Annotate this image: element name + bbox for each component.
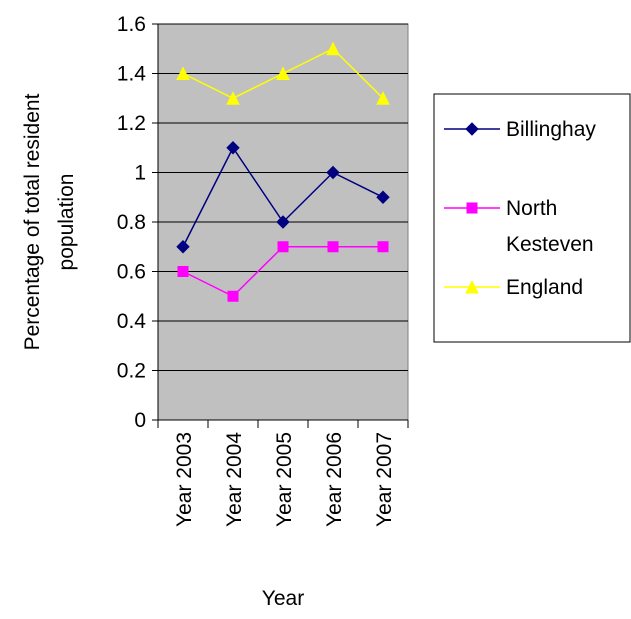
square-marker xyxy=(277,241,289,253)
series-billinghay xyxy=(176,141,390,254)
y-tick-label: 1.4 xyxy=(117,63,147,86)
triangle-marker xyxy=(376,91,390,105)
x-tick-label: Year 2006 xyxy=(323,432,346,527)
square-marker xyxy=(377,241,389,253)
square-marker xyxy=(466,202,478,214)
legend-entry: England xyxy=(444,276,583,299)
diamond-marker xyxy=(226,141,240,155)
diamond-marker xyxy=(276,215,290,229)
x-tick-label: Year 2004 xyxy=(223,432,246,527)
x-axis-title: Year xyxy=(262,587,304,610)
square-marker xyxy=(227,290,239,302)
triangle-marker xyxy=(465,279,479,294)
axes xyxy=(152,23,409,428)
legend-label: Kesteven xyxy=(506,233,594,256)
y-tick-label: 0.8 xyxy=(117,211,146,234)
axis-labels: 0 0.2 0.4 0.6 0.8 1 1.2 1.4 1.6 Year 2003 Year 200… xyxy=(21,13,396,610)
y-tick-label: 0.2 xyxy=(117,360,146,383)
diamond-marker xyxy=(326,165,340,180)
legend-box xyxy=(433,93,631,343)
y-tick-label: 1.2 xyxy=(117,112,146,135)
diamond-marker xyxy=(176,240,190,254)
triangle-marker xyxy=(226,91,240,105)
y-tick-label: 0 xyxy=(134,409,146,432)
y-axis-title-line: population xyxy=(55,174,78,271)
square-marker xyxy=(327,241,339,253)
y-tick-label: 0.4 xyxy=(117,310,147,333)
x-tick-label: Year 2005 xyxy=(273,432,296,527)
triangle-marker xyxy=(276,66,290,80)
series-england xyxy=(176,41,390,105)
series-layer xyxy=(176,41,390,302)
square-marker xyxy=(177,266,189,277)
legend-label: Billinghay xyxy=(506,118,596,141)
x-tick-label: Year 2003 xyxy=(173,432,196,527)
legend-label: North xyxy=(506,197,557,220)
legend: Billinghay North Kesteven England xyxy=(433,93,631,343)
legend-label: England xyxy=(506,276,583,299)
gridlines xyxy=(158,23,408,371)
y-tick-label: 1.6 xyxy=(117,13,146,36)
series-north-kesteven xyxy=(177,241,389,302)
diamond-marker xyxy=(465,122,479,136)
triangle-marker xyxy=(326,41,340,56)
y-axis-title-line: Percentage of total resident xyxy=(21,93,44,350)
y-tick-label: 0.6 xyxy=(117,261,146,284)
triangle-marker xyxy=(176,66,190,80)
x-tick-label: Year 2007 xyxy=(373,432,396,527)
legend-entry: Billinghay xyxy=(444,118,596,141)
diamond-marker xyxy=(376,190,390,204)
y-tick-label: 1 xyxy=(134,162,146,185)
legend-entry: North Kesteven xyxy=(444,197,594,256)
